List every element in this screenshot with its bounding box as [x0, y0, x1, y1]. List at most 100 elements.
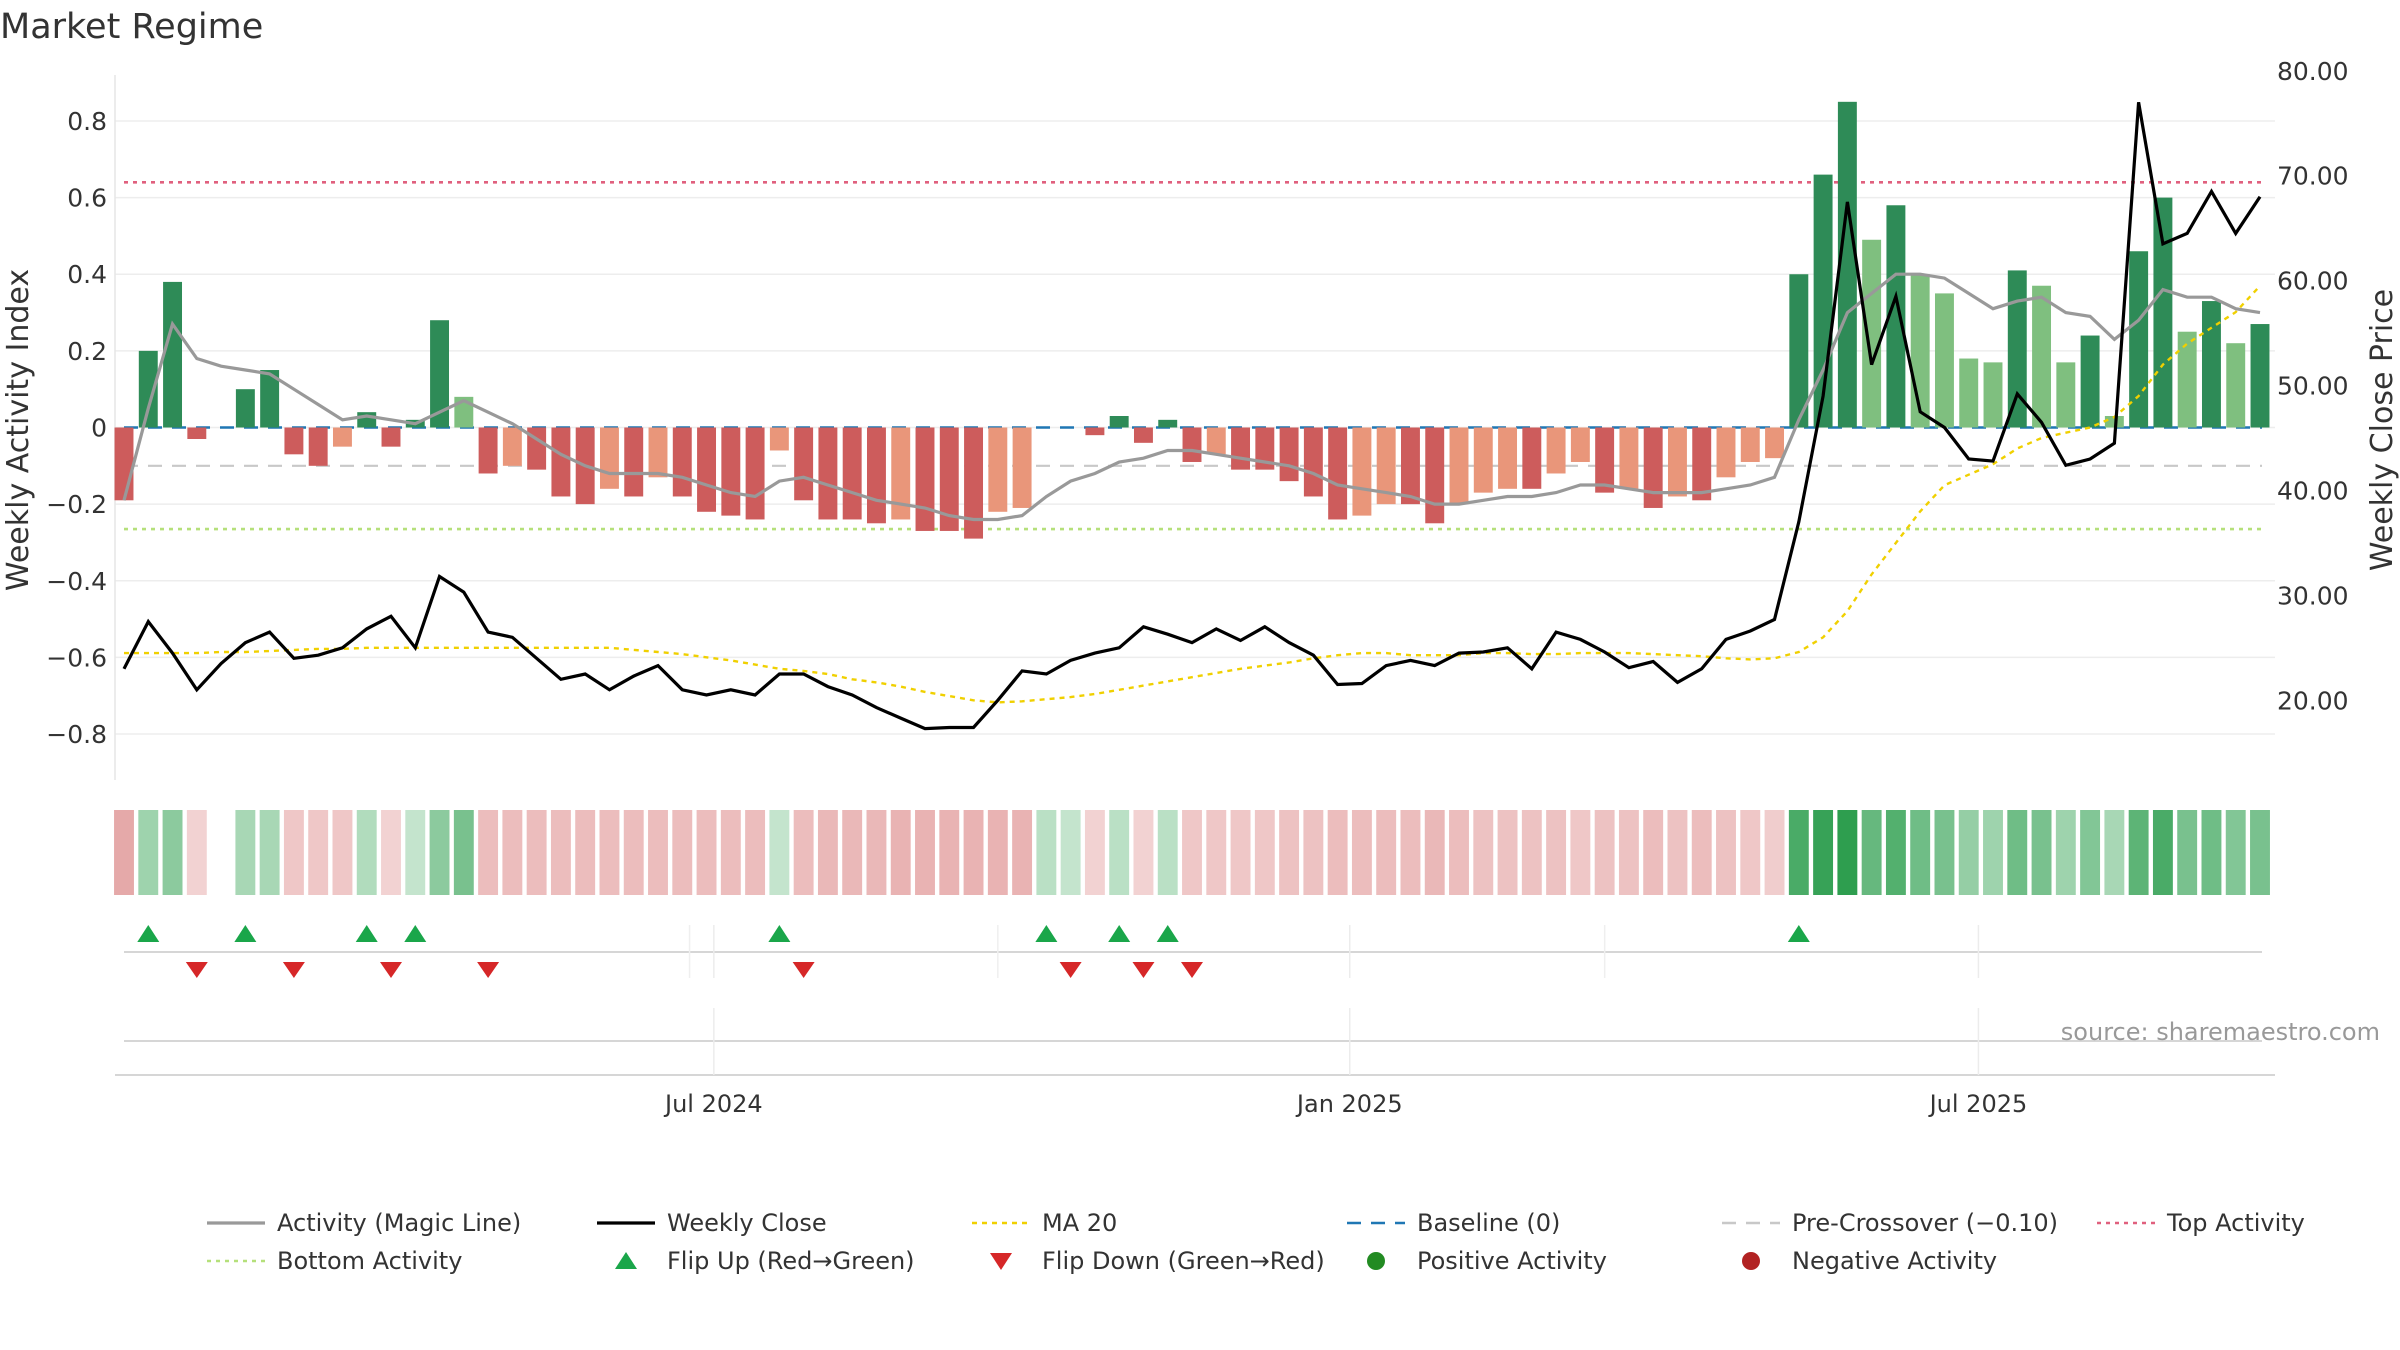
regime-strip-cell	[1449, 810, 1469, 895]
y-tick-label: 0.8	[67, 107, 107, 136]
activity-bar	[1400, 427, 1420, 505]
weekly-close-line	[122, 102, 2262, 731]
activity-bar	[1862, 239, 1882, 428]
regime-strip-cell	[2177, 810, 2198, 895]
flip-down-marker	[380, 962, 402, 978]
activity-bar	[1570, 427, 1590, 462]
regime-strip-cell	[1012, 810, 1033, 895]
flip-up-marker	[1108, 925, 1131, 942]
tick-labels: 0.8 0.6 0.4 0.2 0 −0.2 −0.4 −0.6 −0.8 80.00 70.00 6…	[46, 57, 2348, 749]
activity-bar	[260, 370, 280, 428]
regime-strip-cell	[186, 810, 207, 895]
activity-bar	[2226, 343, 2246, 428]
regime-strip-cell	[1327, 810, 1348, 895]
legend-label: Pre-Crossover (−0.10)	[1792, 1209, 2059, 1237]
regime-strip-cell	[138, 810, 159, 895]
y2-tick-label: 50.00	[2277, 372, 2349, 401]
activity-bar	[2153, 197, 2173, 428]
activity-bar	[964, 427, 984, 539]
chart-legend: Activity (Magic Line) Weekly Close MA 20 Ba…	[205, 1204, 2325, 1284]
activity-bar	[187, 427, 207, 439]
legend-item-ma20: MA 20	[970, 1204, 1117, 1242]
legend-symbol-magic	[207, 1221, 265, 1225]
activity-bar	[138, 350, 158, 428]
flip-down-marker	[1059, 962, 1082, 978]
regime-strip-cell	[1084, 810, 1105, 895]
activity-bar	[2007, 270, 2027, 428]
regime-strip-cell	[162, 810, 183, 895]
activity-bar	[1983, 362, 2003, 428]
activity-bar	[527, 427, 547, 470]
regime-strip-cell	[842, 810, 863, 895]
regime-strip-cell	[1788, 810, 1809, 895]
regime-strip-cell	[1303, 810, 1324, 895]
activity-bar	[1133, 427, 1153, 443]
legend-item-flipup: Flip Up (Red→Green)	[595, 1242, 915, 1280]
regime-strip-cell	[356, 810, 377, 895]
activity-bar	[2080, 335, 2100, 428]
activity-bar	[672, 427, 692, 497]
regime-strip-cell	[1036, 810, 1057, 895]
activity-bar	[599, 427, 619, 489]
activity-bar	[988, 427, 1008, 512]
flip-up-marker	[404, 925, 427, 942]
activity-bar	[1667, 427, 1687, 497]
flip-down-marker	[282, 962, 305, 978]
activity-bar	[332, 427, 352, 447]
activity-bar	[1959, 358, 1979, 428]
y-tick-label: −0.8	[46, 720, 107, 749]
regime-strip-cell	[1060, 810, 1081, 895]
x-tick-label: Jul 2025	[1928, 1090, 2028, 1118]
activity-bar	[745, 427, 765, 520]
activity-bar	[624, 427, 644, 497]
activity-bar	[308, 427, 328, 466]
activity-bar	[1546, 427, 1566, 474]
activity-bar	[1328, 427, 1348, 520]
activity-bar	[939, 427, 959, 531]
legend-item-top: Top Activity	[2095, 1204, 2305, 1242]
activity-bar	[1279, 427, 1299, 482]
regime-strip-cell	[1983, 810, 2003, 895]
regime-strip-cell	[2225, 810, 2246, 895]
activity-bar	[818, 427, 838, 520]
y-tick-label: −0.4	[46, 567, 107, 596]
regime-strip-cell	[405, 810, 426, 895]
regime-strip-cell	[745, 810, 766, 895]
activity-bar	[1012, 427, 1032, 508]
regime-strip-cell	[1400, 810, 1421, 895]
activity-bar	[163, 281, 183, 428]
legend-symbol-ma20	[972, 1221, 1030, 1225]
activity-bar	[2250, 324, 2270, 428]
regime-strip-cell	[575, 810, 596, 895]
x-tick-label: Jul 2024	[663, 1090, 763, 1118]
regime-strip-cell	[478, 810, 499, 895]
flip-up-marker	[1787, 925, 1810, 942]
activity-bar	[2129, 251, 2149, 428]
flip-up-marker	[1156, 925, 1179, 942]
legend-symbol-neg	[1742, 1252, 1760, 1270]
legend-symbol-baseline	[1347, 1221, 1405, 1225]
legend-symbol-pre	[1722, 1221, 1780, 1225]
legend-label: Flip Down (Green→Red)	[1042, 1247, 1325, 1275]
regime-strip-cell	[114, 810, 134, 895]
legend-item-close: Weekly Close	[595, 1204, 827, 1242]
regime-strip-cell	[817, 810, 838, 895]
y-tick-label: 0.2	[67, 337, 107, 366]
legend-item-magic: Activity (Magic Line)	[205, 1204, 521, 1242]
regime-strip-cell	[1497, 810, 1518, 895]
regime-strip-cell	[502, 810, 523, 895]
regime-strip-cell	[648, 810, 668, 895]
regime-strip-cell	[1910, 810, 1931, 895]
regime-strip-cell	[1594, 810, 1615, 895]
activity-bar	[2201, 301, 2221, 428]
regime-strip-cell	[1934, 810, 1955, 895]
regime-strip-cell	[2080, 810, 2101, 895]
y2-tick-label: 70.00	[2277, 162, 2349, 191]
legend-symbol-bottom	[207, 1259, 265, 1263]
regime-strip-cell	[550, 810, 571, 895]
regime-strip-cell	[2201, 810, 2222, 895]
regime-strip-cell	[623, 810, 644, 895]
y-axis-label: Weekly Activity Index	[1, 269, 36, 591]
legend-item-flipdown: Flip Down (Green→Red)	[970, 1242, 1325, 1280]
legend-label: Top Activity	[2167, 1209, 2305, 1237]
